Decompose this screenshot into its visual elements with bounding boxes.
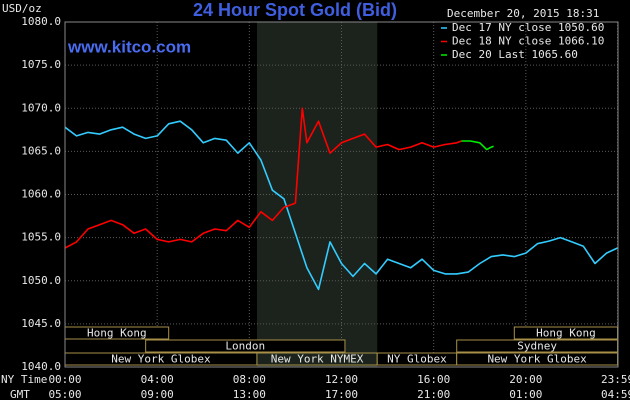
y-tick-label: 1045.0	[21, 317, 61, 330]
y-tick-label: 1065.0	[21, 144, 61, 157]
x2-tick-label: 04:59	[601, 388, 630, 400]
x-tick-label: 12:00	[325, 373, 358, 386]
plot-frame	[64, 21, 619, 368]
session-label: New York NYMEX	[271, 353, 364, 366]
timestamp: December 20, 2015 18:31	[447, 7, 599, 20]
session-label: New York Globex	[111, 353, 211, 366]
y-tick-label: 1055.0	[21, 231, 61, 244]
x2-axis-label: GMT	[10, 388, 30, 400]
x-tick-label: 16:00	[417, 373, 450, 386]
legend-label: Dec 20 Last 1065.60	[452, 48, 578, 61]
y-tick-label: 1080.0	[21, 15, 61, 28]
x2-tick-label: 21:00	[417, 388, 450, 400]
x-tick-label: 20:00	[509, 373, 542, 386]
session-label: NY Globex	[387, 353, 447, 366]
y-tick-label: 1075.0	[21, 58, 61, 71]
x2-tick-label: 05:00	[48, 388, 81, 400]
session-label: Hong Kong	[87, 327, 147, 340]
y-axis-label: USD/oz	[2, 2, 42, 15]
session-box	[145, 339, 346, 353]
x-tick-label: 04:00	[141, 373, 174, 386]
series-line	[461, 140, 494, 151]
x-tick-label: 00:00	[48, 373, 81, 386]
legend-label: Dec 17 NY close 1050.60	[452, 21, 604, 34]
session-label: Sydney	[517, 340, 557, 353]
y-tick-label: 1050.0	[21, 274, 61, 287]
watermark: www.kitco.com	[67, 37, 191, 56]
x2-tick-label: 01:00	[509, 388, 542, 400]
x-tick-label: 08:00	[233, 373, 266, 386]
line-layer	[64, 107, 618, 291]
y-tick-label: 1070.0	[21, 101, 61, 114]
x-axis-label: NY Time	[1, 373, 47, 386]
legend-label: Dec 18 NY close 1066.10	[452, 35, 604, 48]
x2-tick-label: 09:00	[141, 388, 174, 400]
x2-tick-label: 17:00	[325, 388, 358, 400]
y-tick-label: 1060.0	[21, 188, 61, 201]
series-line	[64, 107, 462, 249]
series-line	[64, 120, 618, 291]
x-tick-label: 23:59	[601, 373, 630, 386]
session-label: Hong Kong	[536, 327, 596, 340]
session-label: London	[225, 340, 265, 353]
y-tick-label: 1040.0	[21, 360, 61, 373]
chart-title: 24 Hour Spot Gold (Bid)	[193, 0, 397, 20]
session-label: New York Globex	[487, 353, 587, 366]
x2-tick-label: 13:00	[233, 388, 266, 400]
